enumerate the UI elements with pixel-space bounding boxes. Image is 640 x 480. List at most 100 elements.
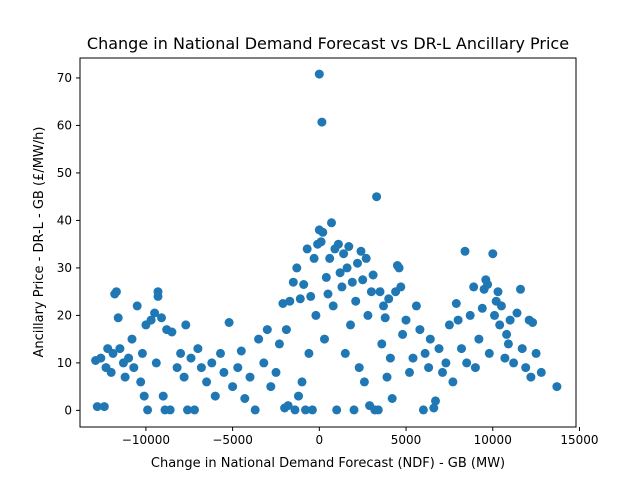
data-point xyxy=(380,313,390,323)
data-point xyxy=(512,308,522,318)
data-point xyxy=(108,348,118,358)
data-point xyxy=(405,367,414,377)
data-point xyxy=(158,391,168,401)
data-point xyxy=(340,348,350,358)
data-point xyxy=(484,348,494,358)
data-point xyxy=(429,403,439,413)
data-point xyxy=(361,253,371,263)
data-point xyxy=(153,291,163,301)
data-point xyxy=(274,339,284,349)
data-point xyxy=(207,358,217,368)
data-point xyxy=(129,363,139,373)
data-point xyxy=(441,358,451,368)
data-point xyxy=(495,320,505,330)
data-point xyxy=(99,402,109,412)
data-point xyxy=(477,303,487,313)
data-point xyxy=(333,239,343,249)
data-point xyxy=(347,277,357,287)
data-point xyxy=(396,282,406,292)
data-point xyxy=(302,244,312,254)
data-point xyxy=(307,405,317,415)
y-axis-label: Ancillary Price - DR-L - GB (£/MW/h) xyxy=(32,127,47,358)
data-point xyxy=(363,310,373,320)
data-point xyxy=(157,313,166,323)
data-point xyxy=(415,325,425,335)
data-point xyxy=(373,405,383,415)
data-point xyxy=(500,353,510,363)
data-point xyxy=(288,277,298,287)
data-point xyxy=(339,249,349,259)
y-tick-label: 0 xyxy=(64,403,72,417)
data-point xyxy=(193,344,203,354)
data-point xyxy=(294,391,303,401)
x-tick-label: −10000 xyxy=(122,433,170,447)
points-group xyxy=(91,69,562,415)
data-point xyxy=(469,282,479,292)
data-point xyxy=(359,377,369,387)
data-point xyxy=(408,353,418,363)
data-point xyxy=(332,405,342,415)
data-point xyxy=(424,363,434,373)
y-axis: 0 10 20 30 40 50 60 70 xyxy=(57,71,80,417)
y-tick-label: 60 xyxy=(57,118,72,132)
plot-frame xyxy=(79,57,577,428)
data-point xyxy=(139,391,149,401)
data-point xyxy=(401,315,411,325)
data-point xyxy=(457,344,466,354)
data-point xyxy=(434,344,444,354)
data-point xyxy=(470,363,480,373)
data-point xyxy=(136,377,146,387)
data-point xyxy=(372,192,382,202)
data-point xyxy=(219,367,229,377)
data-point xyxy=(259,358,269,368)
data-point xyxy=(311,310,321,320)
data-point xyxy=(150,308,160,318)
data-point xyxy=(115,344,125,354)
data-point xyxy=(379,301,388,311)
data-point xyxy=(113,313,123,323)
x-axis: −10000 −5000 0 5000 10000 15000 xyxy=(122,427,599,447)
data-point xyxy=(528,318,538,327)
data-point xyxy=(451,299,461,308)
data-point xyxy=(488,249,498,259)
data-point xyxy=(368,270,378,280)
data-point xyxy=(299,280,309,289)
data-point xyxy=(216,348,225,358)
data-point xyxy=(295,294,305,304)
data-point xyxy=(418,405,428,415)
data-point xyxy=(111,287,121,297)
data-point xyxy=(493,287,503,297)
data-point xyxy=(438,367,447,377)
data-point xyxy=(278,299,288,308)
x-tick-label: 10000 xyxy=(474,433,512,447)
data-point xyxy=(290,405,300,415)
data-point xyxy=(172,363,182,373)
data-point xyxy=(196,363,206,373)
data-point xyxy=(233,363,243,373)
data-point xyxy=(353,258,362,268)
data-point xyxy=(190,405,199,415)
data-point xyxy=(531,348,541,358)
data-point xyxy=(425,334,435,344)
data-point xyxy=(354,363,364,373)
y-tick-label: 40 xyxy=(57,213,72,227)
data-point xyxy=(317,117,327,127)
data-point xyxy=(179,372,189,382)
data-point xyxy=(292,263,302,273)
data-point xyxy=(474,334,484,344)
x-tick-label: 0 xyxy=(316,433,324,447)
data-point xyxy=(314,69,324,79)
data-point xyxy=(143,405,153,415)
data-point xyxy=(210,391,220,401)
data-point xyxy=(465,310,475,320)
data-point xyxy=(462,358,472,368)
data-point xyxy=(521,363,531,373)
data-point xyxy=(342,263,352,273)
data-point xyxy=(328,301,338,311)
data-point xyxy=(186,353,196,363)
data-point xyxy=(526,372,536,382)
data-point xyxy=(304,348,314,358)
data-point xyxy=(301,405,310,415)
data-point xyxy=(240,394,250,403)
y-tick-label: 20 xyxy=(57,308,72,322)
